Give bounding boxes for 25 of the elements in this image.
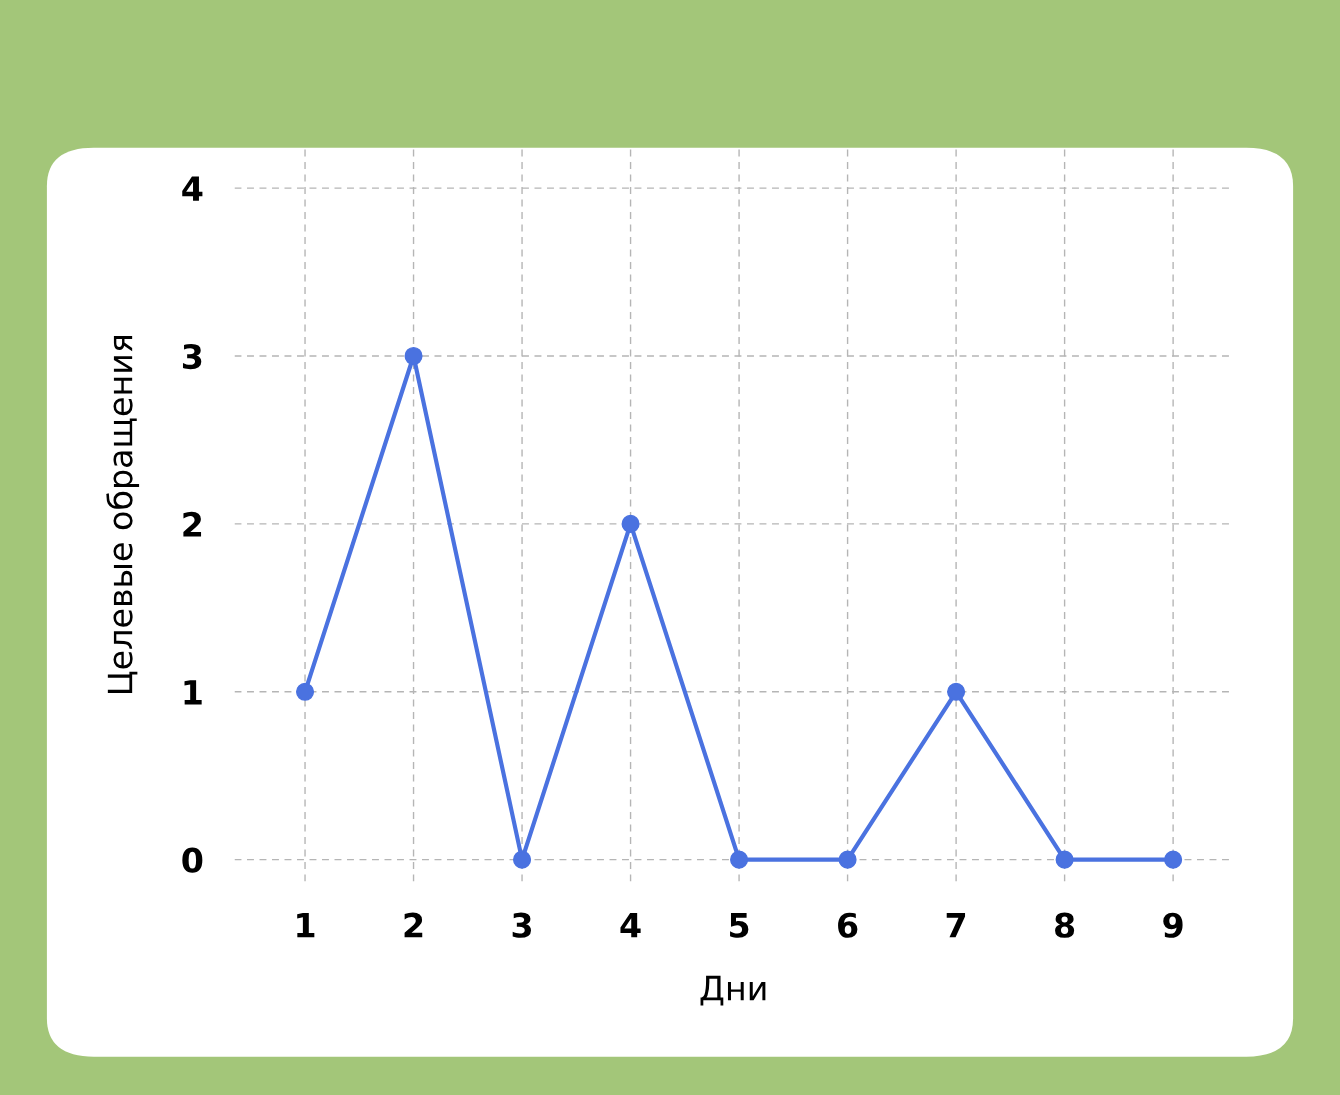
- point: [621, 514, 640, 533]
- y-tick-label: 2: [183, 511, 202, 537]
- x-tick-label: 7: [946, 913, 966, 938]
- x-tick-label: 5: [730, 913, 749, 938]
- y-axis-title: Целевые обращения: [106, 335, 140, 693]
- point: [296, 682, 315, 701]
- point: [513, 850, 532, 869]
- point: [838, 850, 857, 869]
- x-tick-label: 4: [620, 913, 641, 938]
- x-axis-title: Дни: [700, 975, 766, 1006]
- point: [1164, 850, 1183, 869]
- x-tick-label: 1: [297, 913, 315, 938]
- x-tick-label: 8: [1055, 912, 1075, 938]
- x-tick-label: 3: [512, 912, 531, 938]
- point: [947, 682, 966, 701]
- point: [1055, 850, 1074, 869]
- point: [730, 850, 749, 869]
- y-tick-label: 1: [184, 680, 202, 705]
- x-tick-label: 6: [838, 912, 858, 938]
- y-tick-label: 0: [182, 847, 203, 873]
- x-tick-label: 2: [404, 912, 423, 938]
- y-tick-label: 4: [182, 176, 203, 201]
- y-tick-label: 3: [182, 343, 202, 370]
- x-tick-label: 9: [1163, 912, 1183, 938]
- point: [404, 346, 423, 366]
